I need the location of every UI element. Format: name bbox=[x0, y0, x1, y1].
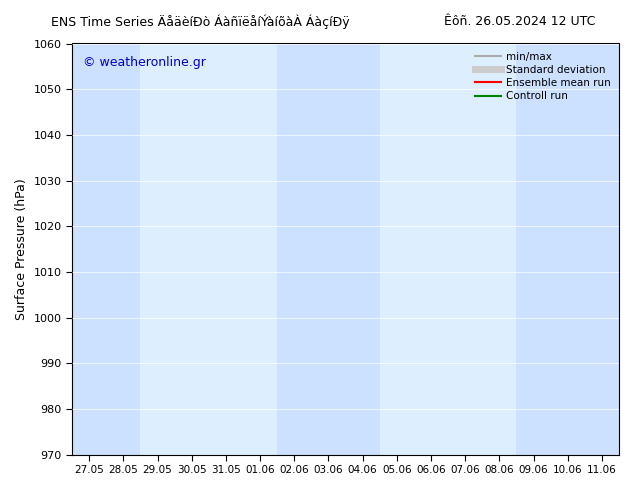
Y-axis label: Surface Pressure (hPa): Surface Pressure (hPa) bbox=[15, 178, 28, 320]
Legend: min/max, Standard deviation, Ensemble mean run, Controll run: min/max, Standard deviation, Ensemble me… bbox=[472, 49, 614, 104]
Bar bbox=[517, 44, 619, 455]
Text: © weatheronline.gr: © weatheronline.gr bbox=[83, 56, 206, 69]
Text: Êôñ. 26.05.2024 12 UTC: Êôñ. 26.05.2024 12 UTC bbox=[444, 15, 595, 28]
Bar bbox=[277, 44, 380, 455]
Bar bbox=[72, 44, 141, 455]
Text: ENS Time Series ÄåäèíÐò ÁàñïëåíÝàíõàÀ ÁàçíÐÿ: ENS Time Series ÄåäèíÐò ÁàñïëåíÝàíõàÀ Áà… bbox=[51, 15, 349, 29]
